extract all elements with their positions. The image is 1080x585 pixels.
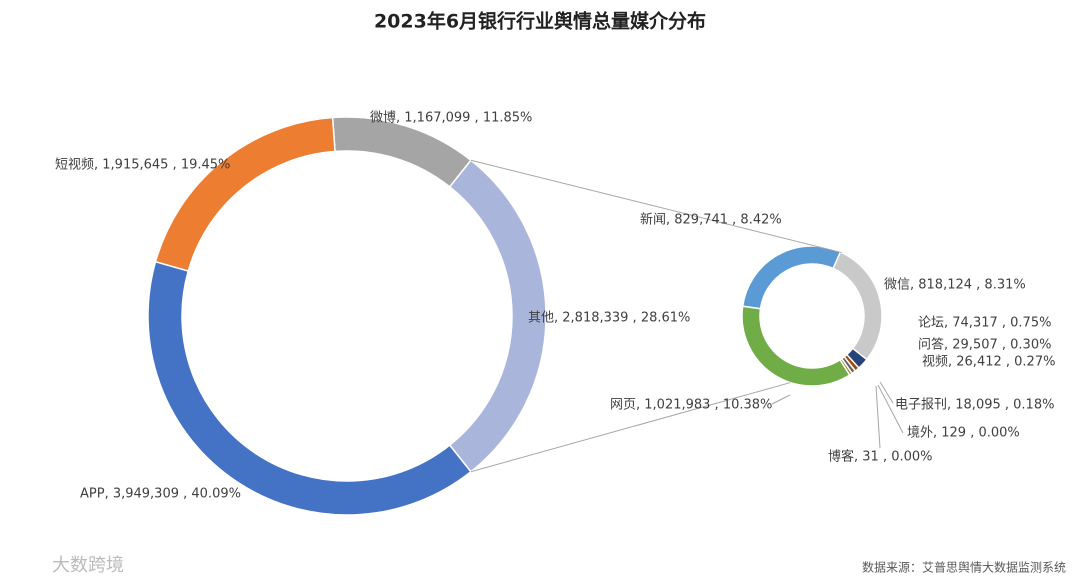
donut-segment: [331, 116, 472, 188]
leader-lines: [771, 381, 904, 449]
data-label: 视频, 26,412 , 0.27%: [922, 355, 1055, 370]
data-label: 问答, 29,507 , 0.30%: [918, 337, 1051, 353]
connector-line: [470, 382, 791, 473]
chart-title: 2023年6月银行行业舆情总量媒介分布: [374, 10, 706, 33]
data-label: 微博, 1,167,099 , 11.85%: [370, 111, 532, 126]
leader-line: [877, 384, 904, 434]
source-note: 数据来源：艾普思舆情大数据监测系统: [862, 560, 1066, 575]
data-label: 论坛, 74,317 , 0.75%: [918, 316, 1051, 331]
watermark: 大数跨境: [52, 555, 124, 576]
data-label: 网页, 1,021,983 , 10.38%: [610, 398, 772, 413]
data-label: 电子报刊, 18,095 , 0.18%: [895, 398, 1054, 413]
data-label: 其他, 2,818,339 , 28.61%: [528, 311, 690, 326]
leader-line: [879, 381, 894, 404]
leader-line: [771, 394, 791, 405]
donut-segment: [147, 260, 472, 516]
donut-segment: [154, 116, 336, 272]
donut-segment: [741, 245, 842, 310]
donut-segment: [832, 251, 883, 361]
data-label: APP, 3,949,309 , 40.09%: [80, 487, 241, 502]
data-label: 短视频, 1,915,645 , 19.45%: [55, 158, 230, 173]
data-label: 境外, 129 , 0.00%: [907, 426, 1020, 441]
leader-line: [875, 385, 881, 449]
donut-segment: [741, 305, 851, 387]
data-label: 微信, 818,124 , 8.31%: [884, 278, 1026, 293]
connector-line: [470, 159, 842, 254]
data-label: 博客, 31 , 0.00%: [828, 449, 933, 465]
data-label: 新闻, 829,741 , 8.42%: [640, 212, 782, 228]
